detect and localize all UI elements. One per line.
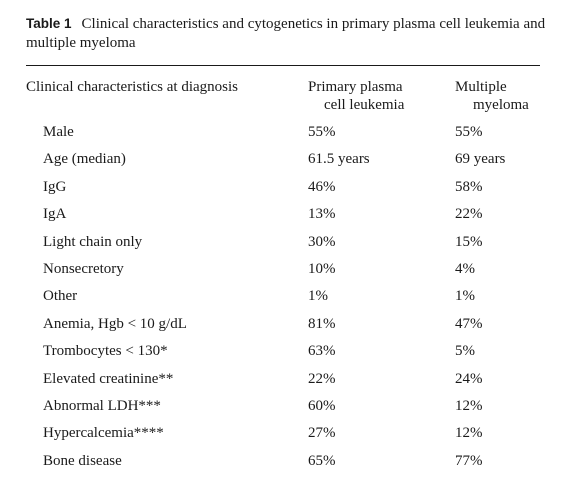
table-row: IgA 13% 22% xyxy=(0,201,569,228)
row-ppcl-value: 13% xyxy=(308,206,336,223)
row-ppcl-value: 61.5 years xyxy=(308,151,370,168)
row-characteristic: Trombocytes < 130* xyxy=(43,343,168,360)
row-mm-value: 77% xyxy=(455,452,483,469)
row-characteristic: IgA xyxy=(43,206,67,223)
row-characteristic: IgG xyxy=(43,178,67,195)
row-ppcl-value: 55% xyxy=(308,124,336,140)
row-ppcl-value: 27% xyxy=(308,425,336,442)
row-characteristic: Abnormal LDH*** xyxy=(43,397,161,414)
row-mm-value: 22% xyxy=(455,206,483,223)
row-mm-value: 58% xyxy=(455,178,483,195)
row-mm-value: 15% xyxy=(455,233,483,250)
row-mm-value: 69 years xyxy=(455,151,506,168)
row-mm-value: 55% xyxy=(455,124,483,140)
row-mm-value: 12% xyxy=(455,397,483,414)
table-row: Nonsecretory 10% 4% xyxy=(0,256,569,283)
row-characteristic: Hypercalcemia**** xyxy=(43,425,164,442)
table-label: Table 1 xyxy=(26,16,72,31)
column-header-ppcl-line1: Primary plasma xyxy=(308,79,403,95)
table-row: Elevated creatinine** 22% 24% xyxy=(0,366,569,393)
row-ppcl-value: 63% xyxy=(308,343,336,360)
row-mm-value: 12% xyxy=(455,425,483,442)
row-characteristic: Anemia, Hgb < 10 g/dL xyxy=(43,315,187,332)
header-rule xyxy=(26,65,540,66)
table-title: Clinical characteristics and cytogenetic… xyxy=(26,16,546,51)
table-row: Abnormal LDH*** 60% 12% xyxy=(0,393,569,420)
table-row: Anemia, Hgb < 10 g/dL 81% 47% xyxy=(0,311,569,338)
row-characteristic: Other xyxy=(43,288,78,305)
row-ppcl-value: 60% xyxy=(308,397,336,414)
row-mm-value: 4% xyxy=(455,260,475,277)
row-ppcl-value: 1% xyxy=(308,288,328,305)
column-header-mm-line1: Multiple xyxy=(455,79,507,95)
row-characteristic: Bone disease xyxy=(43,452,122,469)
table-row: Light chain only 30% 15% xyxy=(0,229,569,256)
row-mm-value: 24% xyxy=(455,370,483,387)
column-header-ppcl-line2: cell leukemia xyxy=(324,97,405,113)
row-ppcl-value: 30% xyxy=(308,233,336,250)
row-characteristic: Male xyxy=(43,124,74,140)
row-ppcl-value: 81% xyxy=(308,315,336,332)
row-characteristic: Nonsecretory xyxy=(43,260,124,277)
row-mm-value: 47% xyxy=(455,315,483,332)
table-row: Age (median) 61.5 years 69 years xyxy=(0,146,569,173)
table-row: Trombocytes < 130* 63% 5% xyxy=(0,338,569,365)
row-ppcl-value: 22% xyxy=(308,370,336,387)
row-ppcl-value: 10% xyxy=(308,260,336,277)
column-header-mm: Multiple myeloma xyxy=(455,78,529,114)
table-row: Other 1% 1% xyxy=(0,283,569,310)
row-mm-value: 1% xyxy=(455,288,475,305)
column-header-ppcl: Primary plasma cell leukemia xyxy=(308,78,404,114)
row-ppcl-value: 65% xyxy=(308,452,336,469)
table-row: Hypercalcemia**** 27% 12% xyxy=(0,420,569,447)
table-row: Male 55% 55% xyxy=(0,119,569,146)
table-body: Male 55% 55% Age (median) 61.5 years 69 years… xyxy=(0,119,569,475)
column-header-characteristic: Clinical characteristics at diagnosis xyxy=(26,78,238,96)
row-characteristic: Elevated creatinine** xyxy=(43,370,174,387)
row-characteristic: Light chain only xyxy=(43,233,143,250)
column-header-characteristic-text: Clinical characteristics at diagnosis xyxy=(26,79,239,95)
table-row: IgG 46% 58% xyxy=(0,174,569,201)
row-ppcl-value: 46% xyxy=(308,178,336,195)
column-header-mm-line2: myeloma xyxy=(473,97,529,113)
table-caption: Table 1 Clinical characteristics and cyto… xyxy=(26,14,546,53)
row-mm-value: 5% xyxy=(455,343,475,360)
table-row: Bone disease 65% 77% xyxy=(0,448,569,475)
row-characteristic: Age (median) xyxy=(43,151,126,168)
